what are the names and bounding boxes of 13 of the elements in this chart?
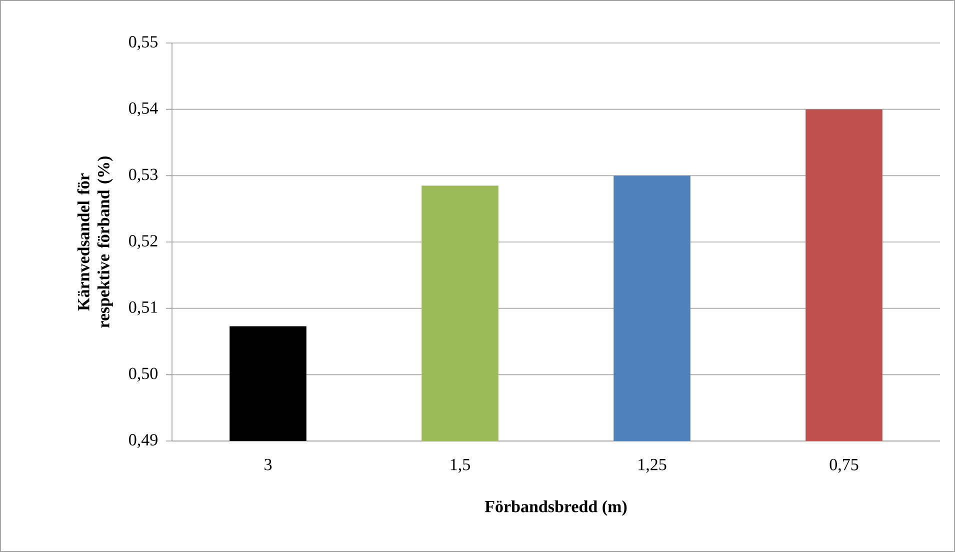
x-axis-title: Förbandsbredd (m) xyxy=(484,500,627,516)
x-tick-label: 3 xyxy=(264,458,272,470)
x-tick-label: 1,5 xyxy=(450,458,470,473)
y-tick-label: 0,52 xyxy=(129,235,158,249)
y-axis-title: Kärnvedsandel för respektive förband (%) xyxy=(77,156,113,328)
y-tick-label: 0,54 xyxy=(129,102,158,116)
y-tick-label: 0,55 xyxy=(129,36,158,50)
y-tick-label: 0,51 xyxy=(129,301,158,316)
x-tick-label: 0,75 xyxy=(830,458,858,473)
y-tick-label: 0,53 xyxy=(129,168,158,183)
x-tick-label: 1,25 xyxy=(638,458,666,473)
y-tick-label: 0,49 xyxy=(129,434,158,448)
y-tick-label: 0,50 xyxy=(129,368,158,382)
